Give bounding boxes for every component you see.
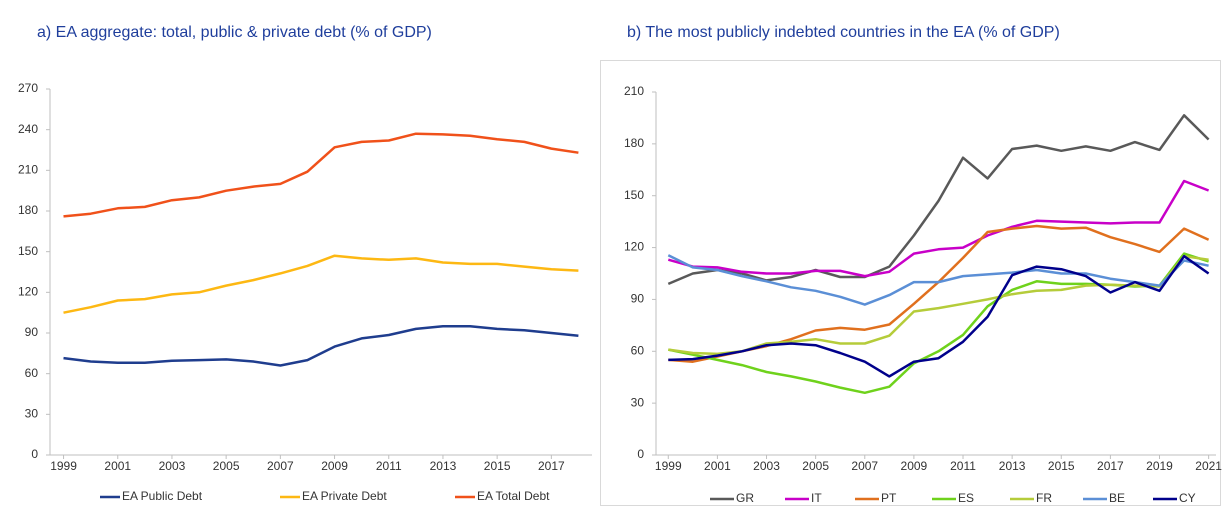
x-tick-label: 2019 xyxy=(1146,459,1173,473)
x-tick-label: 2011 xyxy=(950,459,976,473)
x-tick-label: 2011 xyxy=(376,459,402,473)
legend-label: CY xyxy=(1179,491,1196,505)
y-tick-label: 240 xyxy=(18,122,38,136)
x-tick-label: 2007 xyxy=(851,459,878,473)
series-line xyxy=(668,224,1210,363)
x-tick-label: 2015 xyxy=(484,459,511,473)
y-tick-label: 30 xyxy=(25,407,39,421)
x-tick-label: 2013 xyxy=(430,459,457,473)
series-line xyxy=(63,324,579,367)
legend-label: IT xyxy=(811,491,822,505)
x-tick-label: 2005 xyxy=(213,459,240,473)
y-tick-label: 60 xyxy=(25,366,39,380)
x-tick-label: 2015 xyxy=(1048,459,1075,473)
series-line xyxy=(668,254,1210,378)
y-tick-label: 120 xyxy=(624,240,644,254)
x-tick-label: 2021 xyxy=(1195,459,1222,473)
legend-label: EA Total Debt xyxy=(477,489,550,503)
series-line xyxy=(667,179,1210,278)
y-tick-label: 0 xyxy=(31,447,38,461)
x-tick-label: 2003 xyxy=(159,459,186,473)
series-line xyxy=(668,254,1209,356)
x-tick-label: 2009 xyxy=(321,459,348,473)
series-line xyxy=(63,254,579,314)
y-tick-label: 210 xyxy=(624,84,644,98)
legend-label: BE xyxy=(1109,491,1125,505)
x-tick-label: 2017 xyxy=(1097,459,1124,473)
y-tick-label: 210 xyxy=(18,163,38,177)
legend-label: EA Public Debt xyxy=(122,489,203,503)
x-tick-label: 2009 xyxy=(901,459,928,473)
series-line xyxy=(63,132,579,218)
y-tick-label: 270 xyxy=(18,81,38,95)
y-tick-label: 120 xyxy=(18,285,38,299)
x-tick-label: 2001 xyxy=(104,459,131,473)
y-tick-label: 30 xyxy=(631,395,645,409)
y-tick-label: 90 xyxy=(631,292,645,306)
x-tick-label: 2017 xyxy=(538,459,565,473)
y-tick-label: 180 xyxy=(18,203,38,217)
y-tick-label: 150 xyxy=(18,244,38,258)
x-tick-label: 2003 xyxy=(753,459,780,473)
chart-title: b) The most publicly indebted countries … xyxy=(627,24,1060,41)
x-tick-label: 1999 xyxy=(655,459,682,473)
y-tick-label: 0 xyxy=(637,447,644,461)
series-line xyxy=(667,114,1210,286)
x-tick-label: 1999 xyxy=(50,459,77,473)
x-tick-label: 2007 xyxy=(267,459,294,473)
y-tick-label: 150 xyxy=(624,188,644,202)
legend-label: GR xyxy=(736,491,754,505)
y-tick-label: 180 xyxy=(624,136,644,150)
chart-title: a) EA aggregate: total, public & private… xyxy=(37,24,432,41)
x-tick-label: 2001 xyxy=(704,459,731,473)
x-tick-label: 2005 xyxy=(802,459,829,473)
legend-label: ES xyxy=(958,491,974,505)
legend-label: EA Private Debt xyxy=(302,489,387,503)
series-line xyxy=(667,254,1209,306)
legend-label: PT xyxy=(881,491,897,505)
y-tick-label: 90 xyxy=(25,325,39,339)
y-tick-label: 60 xyxy=(631,343,645,357)
x-tick-label: 2013 xyxy=(999,459,1026,473)
legend-label: FR xyxy=(1036,491,1052,505)
